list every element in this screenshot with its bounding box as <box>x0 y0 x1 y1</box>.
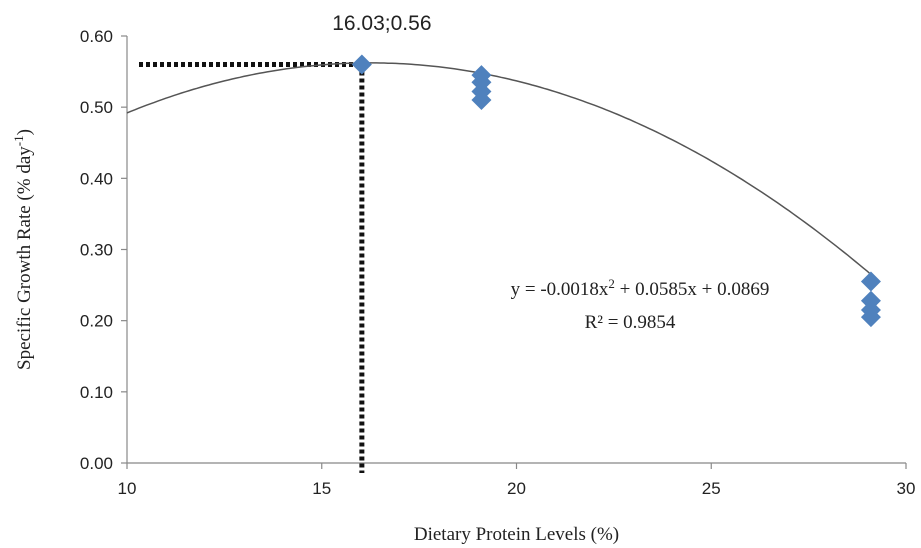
y-tick-label: 0.10 <box>80 383 113 402</box>
trendline-equation: y = -0.0018x2 + 0.0585x + 0.0869 <box>511 276 770 301</box>
point-callout-label: 16.03;0.56 <box>332 12 431 35</box>
data-points <box>351 54 881 328</box>
r-squared-label: R² = 0.9854 <box>585 312 676 333</box>
x-tick-label: 25 <box>702 479 721 498</box>
data-point-diamond <box>860 271 881 292</box>
x-tick-label: 10 <box>118 479 137 498</box>
y-axis-title-sup: -1 <box>11 135 26 146</box>
x-tick-label: 20 <box>507 479 526 498</box>
equation-suffix: + 0.0585x + 0.0869 <box>615 279 769 300</box>
equation-prefix: y = -0.0018x <box>511 279 609 300</box>
y-tick-label: 0.20 <box>80 312 113 331</box>
y-axis-title: Specific Growth Rate (% day-1) <box>11 129 36 370</box>
data-point-diamond <box>471 90 492 111</box>
x-axis-title: Dietary Protein Levels (%) <box>414 524 619 545</box>
data-point-diamond <box>351 54 372 75</box>
equation-exponent: 2 <box>608 276 615 291</box>
y-tick-labels: 0.00 0.10 0.20 0.30 0.40 0.50 0.60 <box>80 27 113 473</box>
y-axis-title-close: ) <box>14 129 35 135</box>
y-tick-label: 0.40 <box>80 169 113 188</box>
y-tick-label: 0.50 <box>80 98 113 117</box>
x-tick-label: 15 <box>312 479 331 498</box>
y-tick-label: 0.60 <box>80 27 113 46</box>
y-axis-title-main: Specific Growth Rate (% day <box>14 146 35 370</box>
y-tick-label: 0.30 <box>80 241 113 260</box>
y-tick-label: 0.00 <box>80 454 113 473</box>
x-tick-labels: 10 15 20 25 30 <box>118 479 916 498</box>
x-tick-label: 30 <box>897 479 916 498</box>
axes <box>121 35 907 469</box>
guide-lines <box>139 61 365 473</box>
data-point-diamond <box>860 307 881 328</box>
trendline <box>126 62 872 275</box>
